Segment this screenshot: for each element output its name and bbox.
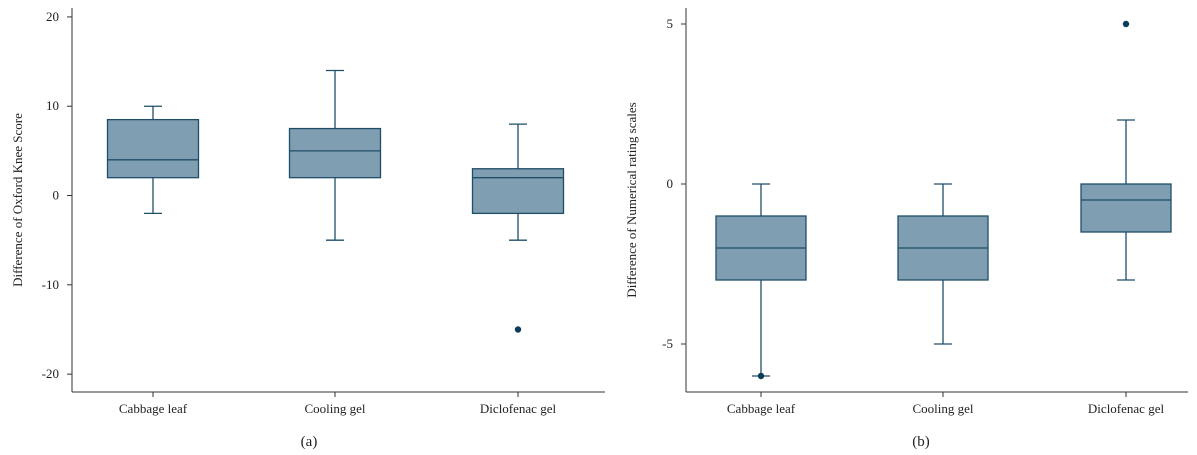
y-axis-title: Difference of Oxford Knee Score [10, 113, 25, 287]
panel-a-axes: 20 10 0 -10 -20 Cabbage leaf Cooling gel Diclof… [42, 8, 605, 416]
x-tick-label: Cabbage leaf [119, 401, 188, 416]
outlier-point [1122, 20, 1130, 28]
box-plot-diclofenac-gel [471, 123, 565, 333]
panel-a-boxes [106, 69, 565, 333]
iqr-box [288, 127, 382, 179]
y-tick-label: 0 [667, 176, 674, 191]
box-plot-cooling-gel [897, 183, 989, 345]
y-tick-label: 20 [46, 9, 59, 24]
iqr-box [471, 168, 565, 215]
y-tick-label: 0 [53, 188, 60, 203]
iqr-box [106, 118, 200, 179]
panel-b-axes: 5 0 -5 Cabbage leaf Cooling gel Diclofenac ge… [662, 8, 1188, 416]
iqr-box [1080, 183, 1172, 233]
y-tick-label: -5 [662, 336, 673, 351]
outlier-point [757, 372, 765, 380]
panel-label: (b) [912, 434, 930, 450]
box-plot-diclofenac-gel [1080, 20, 1172, 281]
y-tick-label: 10 [46, 98, 59, 113]
y-tick-label: -20 [42, 366, 59, 381]
panel-b: 5 0 -5 Cabbage leaf Cooling gel Diclofenac ge… [624, 8, 1188, 450]
x-tick-label: Cooling gel [304, 401, 365, 416]
panel-label: (a) [301, 434, 318, 450]
y-tick-label: -10 [42, 277, 59, 292]
box-plot-cooling-gel [288, 69, 382, 241]
box-plot-cabbage-leaf [106, 105, 200, 215]
x-tick-label: Diclofenac gel [1088, 401, 1165, 416]
x-tick-label: Cooling gel [912, 401, 973, 416]
box-plot-cabbage-leaf [715, 183, 807, 380]
y-tick-label: 5 [667, 16, 674, 31]
panel-b-boxes [715, 20, 1172, 380]
panel-a: 20 10 0 -10 -20 Cabbage leaf Cooling gel Diclof… [10, 8, 605, 450]
x-tick-label: Diclofenac gel [480, 401, 557, 416]
y-axis-title: Difference of Numerical rating scales [624, 102, 639, 297]
outlier-point [514, 326, 522, 333]
x-tick-label: Cabbage leaf [727, 401, 796, 416]
